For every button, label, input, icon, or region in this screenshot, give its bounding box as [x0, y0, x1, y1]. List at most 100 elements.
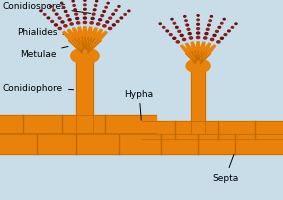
Ellipse shape: [224, 34, 227, 36]
Ellipse shape: [76, 18, 79, 20]
Polygon shape: [97, 32, 107, 41]
Ellipse shape: [216, 31, 218, 33]
Polygon shape: [185, 52, 200, 65]
Polygon shape: [186, 44, 193, 52]
Ellipse shape: [178, 31, 181, 33]
Ellipse shape: [112, 25, 115, 27]
Ellipse shape: [231, 27, 234, 29]
Ellipse shape: [75, 14, 78, 16]
Ellipse shape: [186, 25, 188, 27]
Polygon shape: [71, 37, 88, 54]
Polygon shape: [78, 28, 83, 37]
Ellipse shape: [71, 49, 99, 65]
Polygon shape: [74, 37, 88, 53]
Polygon shape: [196, 51, 208, 64]
Ellipse shape: [221, 23, 223, 25]
Ellipse shape: [99, 20, 102, 22]
Ellipse shape: [196, 37, 200, 39]
Ellipse shape: [124, 15, 126, 16]
Polygon shape: [195, 50, 205, 64]
Text: Metulae: Metulae: [20, 47, 68, 59]
Ellipse shape: [108, 28, 112, 30]
Ellipse shape: [223, 19, 225, 21]
Polygon shape: [78, 36, 88, 53]
Ellipse shape: [186, 60, 210, 74]
Ellipse shape: [105, 7, 107, 9]
Ellipse shape: [187, 29, 190, 31]
Ellipse shape: [47, 18, 50, 20]
Ellipse shape: [128, 11, 130, 13]
Ellipse shape: [118, 7, 120, 8]
Ellipse shape: [68, 20, 71, 22]
Polygon shape: [82, 37, 95, 53]
Polygon shape: [196, 43, 200, 51]
Ellipse shape: [58, 18, 61, 20]
Ellipse shape: [77, 23, 80, 25]
Ellipse shape: [84, 5, 86, 7]
Ellipse shape: [93, 10, 96, 12]
Ellipse shape: [97, 24, 100, 26]
Ellipse shape: [61, 3, 63, 5]
Ellipse shape: [103, 26, 106, 28]
Ellipse shape: [120, 18, 123, 20]
Polygon shape: [83, 28, 87, 37]
Ellipse shape: [228, 31, 230, 33]
Ellipse shape: [218, 27, 221, 29]
Polygon shape: [63, 32, 73, 41]
Ellipse shape: [175, 27, 178, 29]
Ellipse shape: [205, 33, 208, 36]
Ellipse shape: [107, 3, 109, 5]
Ellipse shape: [213, 35, 216, 37]
Ellipse shape: [210, 17, 213, 18]
Ellipse shape: [115, 10, 117, 12]
Polygon shape: [195, 51, 201, 64]
Ellipse shape: [166, 31, 169, 33]
Ellipse shape: [95, 6, 97, 7]
Ellipse shape: [63, 7, 65, 9]
Text: Phialides: Phialides: [17, 28, 74, 37]
Ellipse shape: [197, 24, 199, 26]
Polygon shape: [200, 43, 205, 51]
Ellipse shape: [106, 22, 109, 24]
Text: Conidiophore: Conidiophore: [3, 83, 74, 92]
Circle shape: [139, 125, 173, 149]
Ellipse shape: [188, 33, 191, 36]
Ellipse shape: [162, 27, 165, 29]
Ellipse shape: [55, 14, 58, 16]
Ellipse shape: [74, 10, 76, 12]
Ellipse shape: [211, 39, 214, 41]
Ellipse shape: [159, 24, 161, 25]
Ellipse shape: [197, 29, 200, 30]
Ellipse shape: [40, 11, 42, 13]
Polygon shape: [90, 29, 97, 38]
Ellipse shape: [197, 20, 199, 22]
Ellipse shape: [103, 11, 106, 13]
Ellipse shape: [96, 1, 98, 3]
Polygon shape: [203, 44, 211, 52]
Ellipse shape: [209, 21, 211, 22]
Polygon shape: [82, 37, 98, 54]
Polygon shape: [181, 46, 189, 54]
Polygon shape: [72, 29, 80, 38]
Ellipse shape: [91, 18, 94, 20]
Ellipse shape: [84, 9, 86, 11]
Ellipse shape: [50, 7, 52, 8]
Polygon shape: [188, 51, 201, 64]
Ellipse shape: [64, 26, 67, 28]
Ellipse shape: [73, 6, 75, 7]
Ellipse shape: [176, 42, 179, 44]
Ellipse shape: [64, 11, 67, 13]
Polygon shape: [207, 46, 216, 54]
Text: Conidiospores: Conidiospores: [3, 2, 91, 14]
Ellipse shape: [204, 38, 207, 40]
Ellipse shape: [185, 21, 187, 22]
Ellipse shape: [72, 1, 74, 3]
Ellipse shape: [101, 16, 104, 18]
Ellipse shape: [235, 24, 237, 25]
Polygon shape: [86, 28, 92, 37]
Ellipse shape: [220, 38, 223, 40]
Ellipse shape: [217, 42, 220, 44]
Polygon shape: [82, 37, 88, 53]
Polygon shape: [82, 38, 101, 54]
Ellipse shape: [197, 33, 200, 35]
